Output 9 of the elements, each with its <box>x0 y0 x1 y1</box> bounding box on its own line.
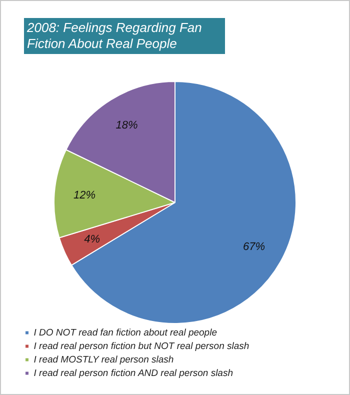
data-label: 18% <box>116 120 138 132</box>
data-label: 4% <box>84 234 100 246</box>
legend-label: I read real person fiction AND real person slash <box>34 368 233 379</box>
data-label: 67% <box>243 241 266 254</box>
legend-label: I read MOSTLY real person slash <box>34 354 174 366</box>
legend-label: I DO NOT read fan fiction about real people <box>34 327 217 338</box>
chart-title: 2008: Feelings Regarding Fan Fiction About Real People <box>24 18 225 54</box>
legend-label: I read real person fiction but NOT real person slash <box>34 340 250 352</box>
data-label: 12% <box>74 190 96 202</box>
